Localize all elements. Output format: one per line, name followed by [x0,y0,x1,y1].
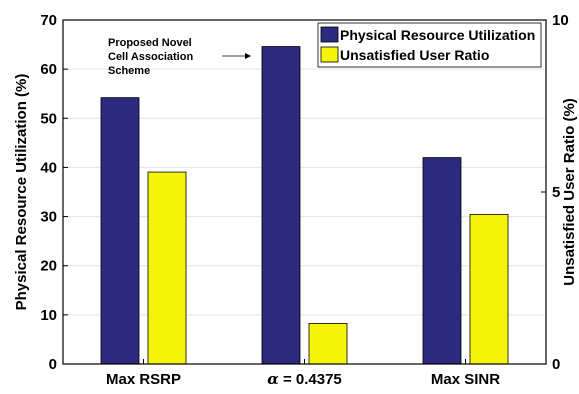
legend: Physical Resource Utilization Unsatisfie… [318,23,541,67]
bar-resource-utilization [423,158,461,364]
y-axis-right-label: Unsatisfied User Ratio (%) [561,98,578,286]
legend-label-series-2: Unsatisfied User Ratio [340,47,489,63]
bar-unsatisfied-ratio [470,214,508,364]
legend-swatch-series-2 [321,47,338,62]
x-tick-label: Max SINR [431,371,500,388]
left-tick-label: 0 [49,356,57,373]
left-tick-label: 30 [40,209,57,226]
annotation-line-3: Scheme [108,65,150,77]
legend-swatch-series-1 [321,27,338,42]
bar-unsatisfied-ratio [148,172,186,364]
annotation-line-1: Proposed Novel [108,37,192,49]
left-tick-label: 40 [40,159,57,176]
bar-resource-utilization [262,47,300,364]
left-tick-label: 20 [40,258,57,275]
bar-resource-utilization [101,98,139,364]
bar-unsatisfied-ratio [309,323,347,364]
left-tick-label: 60 [40,61,57,78]
x-tick-label: Max RSRP [106,371,181,388]
left-tick-label: 50 [40,110,57,127]
left-tick-label: 10 [40,307,57,324]
left-tick-label: 70 [40,12,57,29]
legend-label-series-1: Physical Resource Utilization [340,27,535,43]
right-tick-label: 10 [552,12,569,29]
annotation-line-2: Cell Association [108,51,193,63]
right-tick-label: 0 [552,356,560,373]
x-tick-label: α = 0.4375 [267,370,342,388]
y-axis-left-label: Physical Resource Utilization (%) [13,74,30,311]
right-tick-label: 5 [552,184,560,201]
